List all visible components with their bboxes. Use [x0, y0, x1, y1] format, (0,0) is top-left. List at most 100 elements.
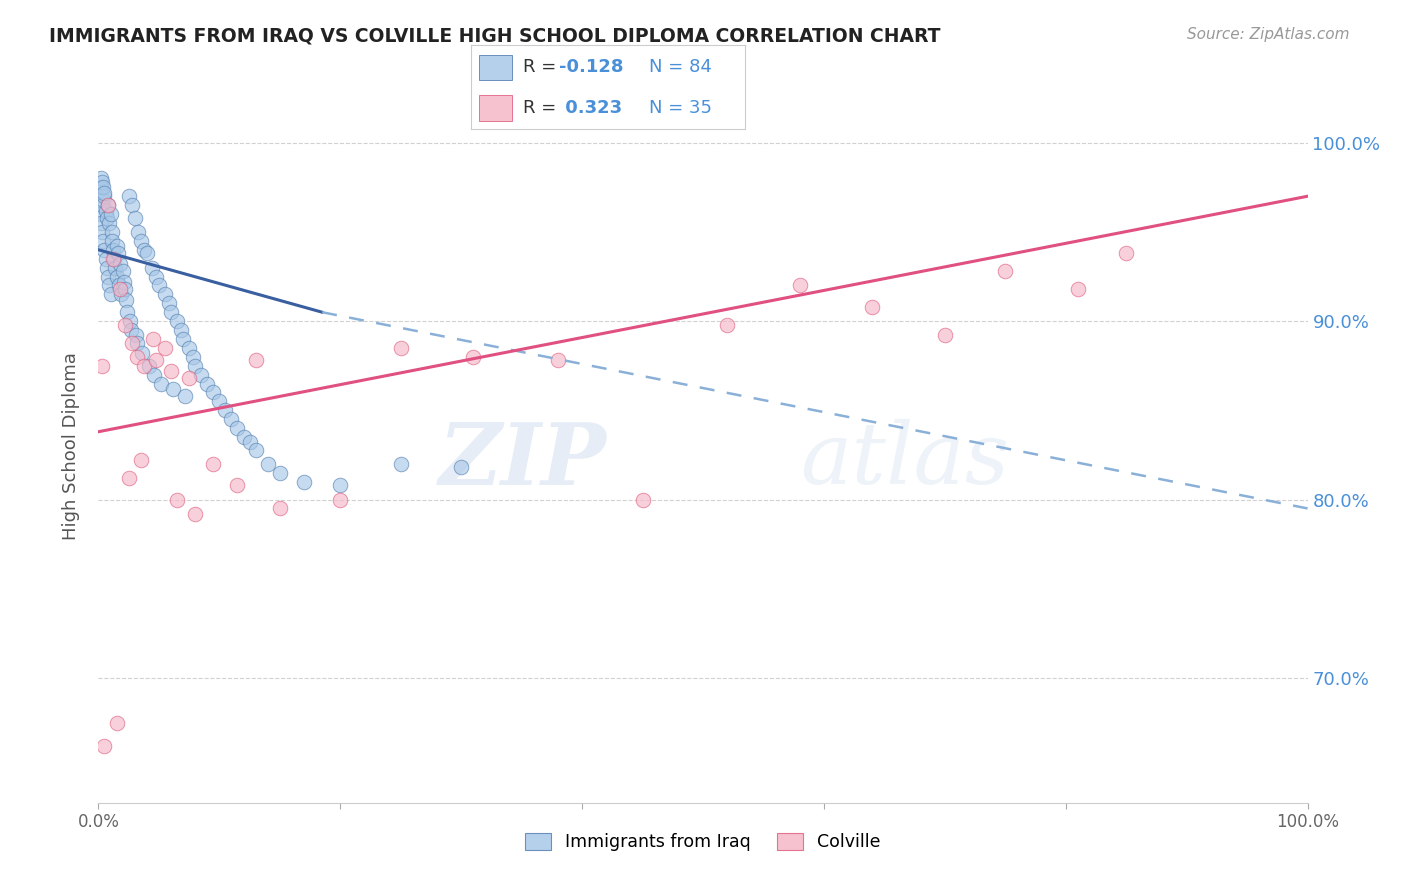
Text: R =: R = — [523, 59, 562, 77]
Point — [97, 198, 120, 212]
Point — [184, 507, 207, 521]
Point — [138, 359, 160, 373]
Point — [93, 739, 115, 753]
Legend: Immigrants from Iraq, Colville: Immigrants from Iraq, Colville — [519, 826, 887, 858]
Point — [172, 332, 194, 346]
Point — [93, 243, 115, 257]
Point — [179, 341, 201, 355]
Point — [232, 430, 254, 444]
Point — [994, 264, 1017, 278]
Point — [97, 269, 120, 284]
Point — [389, 457, 412, 471]
Bar — [479, 95, 512, 120]
Point — [329, 478, 352, 492]
Bar — [479, 54, 512, 80]
Point — [789, 278, 811, 293]
Point — [226, 421, 249, 435]
Text: -0.128: -0.128 — [558, 59, 623, 77]
Point — [120, 323, 142, 337]
Point — [100, 287, 122, 301]
Point — [118, 189, 141, 203]
Point — [256, 457, 278, 471]
Text: R =: R = — [523, 99, 562, 117]
Point — [860, 300, 883, 314]
Point — [121, 335, 143, 350]
Point — [148, 278, 170, 293]
Point — [117, 305, 139, 319]
Text: IMMIGRANTS FROM IRAQ VS COLVILLE HIGH SCHOOL DIPLOMA CORRELATION CHART: IMMIGRANTS FROM IRAQ VS COLVILLE HIGH SC… — [49, 27, 941, 45]
Point — [91, 193, 114, 207]
Point — [100, 234, 122, 248]
Point — [127, 335, 149, 350]
Point — [100, 207, 122, 221]
Point — [94, 203, 117, 218]
Point — [111, 264, 134, 278]
Point — [90, 216, 112, 230]
Point — [166, 492, 188, 507]
Text: Source: ZipAtlas.com: Source: ZipAtlas.com — [1187, 27, 1350, 42]
Point — [93, 189, 115, 203]
Point — [292, 475, 315, 489]
Point — [169, 323, 191, 337]
Point — [934, 328, 956, 343]
Point — [269, 501, 291, 516]
Point — [226, 478, 249, 492]
Point — [134, 243, 156, 257]
Point — [105, 715, 128, 730]
Point — [245, 442, 267, 457]
Text: N = 84: N = 84 — [650, 59, 711, 77]
Point — [181, 350, 204, 364]
Point — [98, 216, 121, 230]
Point — [125, 328, 148, 343]
Point — [202, 457, 225, 471]
Text: N = 35: N = 35 — [650, 99, 713, 117]
Y-axis label: High School Diploma: High School Diploma — [62, 352, 80, 540]
Point — [121, 198, 143, 212]
Point — [90, 171, 112, 186]
Point — [90, 180, 112, 194]
Point — [110, 287, 132, 301]
Point — [157, 296, 180, 310]
Point — [129, 234, 152, 248]
Point — [142, 332, 165, 346]
Point — [329, 492, 352, 507]
Point — [153, 341, 176, 355]
Point — [91, 180, 114, 194]
Point — [96, 260, 118, 275]
Text: ZIP: ZIP — [439, 418, 606, 502]
Point — [107, 246, 129, 260]
Point — [127, 350, 149, 364]
Point — [105, 239, 128, 253]
Point — [1067, 282, 1090, 296]
Point — [174, 389, 197, 403]
Point — [112, 275, 135, 289]
Point — [91, 359, 114, 373]
Point — [450, 460, 472, 475]
Point — [184, 359, 207, 373]
Point — [104, 260, 127, 275]
Point — [91, 175, 114, 189]
Point — [195, 376, 218, 391]
Point — [150, 376, 173, 391]
Point — [135, 246, 157, 260]
Point — [105, 269, 128, 284]
Point — [97, 198, 120, 212]
Point — [93, 186, 115, 200]
Point — [245, 353, 267, 368]
Point — [124, 211, 146, 225]
Point — [208, 394, 231, 409]
Point — [166, 314, 188, 328]
Point — [389, 341, 412, 355]
Point — [91, 225, 114, 239]
Point — [101, 243, 124, 257]
Point — [179, 371, 201, 385]
Point — [131, 346, 153, 360]
Point — [114, 282, 136, 296]
Point — [89, 207, 111, 221]
Text: 0.323: 0.323 — [558, 99, 621, 117]
Point — [98, 278, 121, 293]
Point — [100, 225, 122, 239]
Point — [463, 350, 485, 364]
Point — [108, 282, 131, 296]
Point — [153, 287, 176, 301]
